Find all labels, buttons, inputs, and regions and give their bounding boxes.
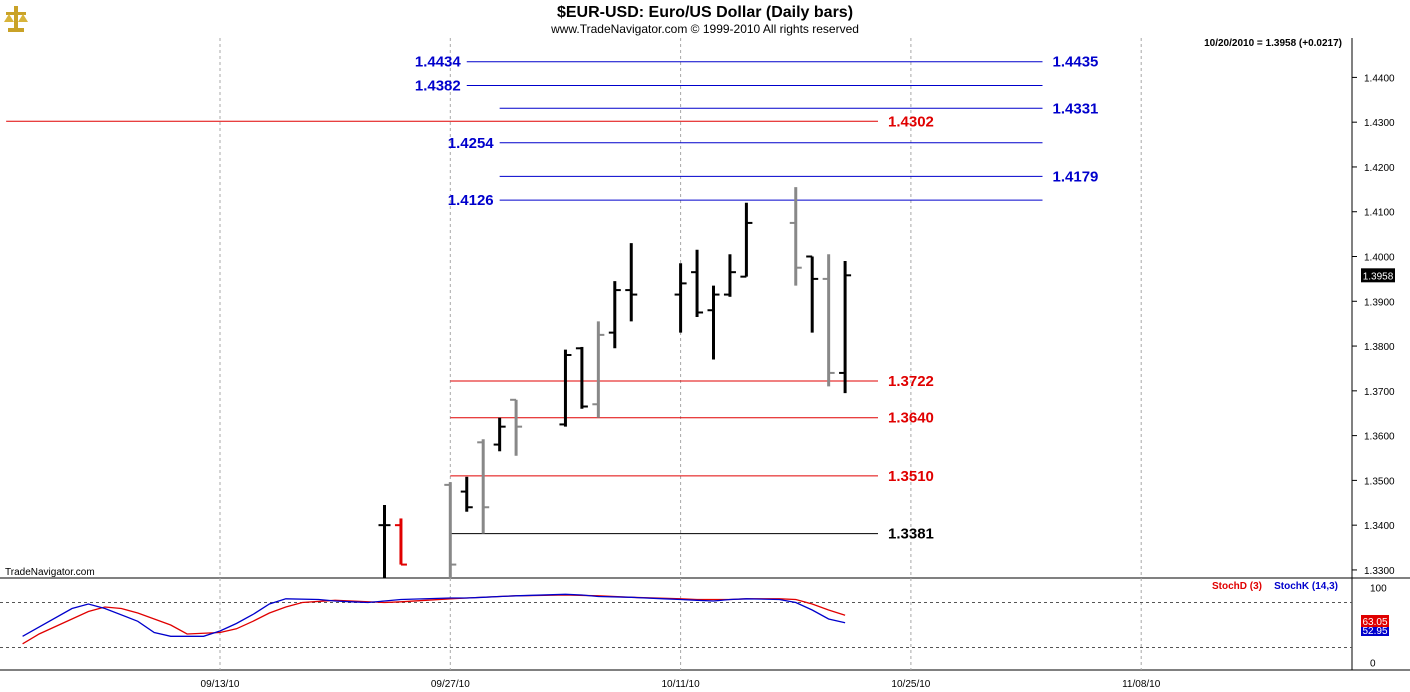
price-level-label: 1.3381 [888,526,934,543]
ohlc-bar [806,255,819,333]
ohlc-bar [822,254,835,387]
chart-title: $EUR-USD: Euro/US Dollar (Daily bars) [557,4,853,21]
price-axis-tick-label: 1.3800 [1364,342,1395,353]
scales-icon [4,6,28,32]
price-level-label: 1.4254 [448,135,495,152]
time-axis-tick-label: 10/25/10 [891,679,930,690]
price-level-label: 1.4302 [888,113,934,130]
time-axis-tick-label: 11/08/10 [1122,679,1161,690]
time-axis-tick-label: 10/11/10 [662,679,701,690]
stoch-d-legend: StochD (3) [1212,581,1262,592]
stochastic-panel: 100 0 [0,584,1387,670]
price-axis-tick-label: 1.3600 [1364,432,1395,443]
watermark: TradeNavigator.com [5,567,95,578]
ohlc-bar [460,476,473,512]
ohlc-bar [625,243,638,322]
stoch-axis-tick-label: 0 [1370,659,1376,670]
ohlc-bar [608,281,621,349]
stoch-axis-tick-label: 100 [1370,584,1387,595]
ohlc-bar [378,505,391,578]
ohlc-bar [477,439,490,534]
time-axis-tick-label: 09/13/10 [201,679,240,690]
ohlc-bar [444,482,457,578]
price-axis-tick-label: 1.4200 [1364,163,1395,174]
price-axis-tick-label: 1.3400 [1364,521,1395,532]
price-axis-tick-label: 1.4300 [1364,118,1395,129]
ohlc-bar [510,398,523,456]
ohlc-bar [493,417,506,452]
stoch-k-legend: StochK (14,3) [1274,581,1338,592]
price-axis-tick-label: 1.3900 [1364,297,1395,308]
price-levels: 1.4434 1.4435 1.4382 1.4331 1.4302 1.4254 1.41… [6,54,1098,543]
price-axis-tick-label: 1.3300 [1364,566,1395,577]
price-level-label: 1.4382 [415,77,461,94]
ohlc-bar [394,518,407,566]
ohlc-bar [723,254,736,297]
price-level-label: 1.4126 [448,192,494,209]
last-price-label: 1.3958 [1363,271,1394,282]
stoch-k-value: 52.95 [1362,626,1387,637]
price-axis: 1.3300 1.3400 1.3500 1.3600 1.3700 1.3800 1.39… [1352,73,1395,577]
time-axis: 09/13/10 09/27/10 10/11/10 10/25/10 11/08/10 [201,679,1161,690]
stoch-d-value: 63.05 [1362,617,1387,628]
price-level-label: 1.3640 [888,410,934,427]
time-axis-tick-label: 09/27/10 [431,679,470,690]
ohlc-bar [674,263,687,333]
ohlc-bar [740,202,753,278]
price-level-label: 1.4179 [1053,168,1099,185]
ohlc-bar [691,249,704,317]
ohlc-bar [575,346,588,409]
ohlc-bar [707,285,720,360]
ohlc-bar [592,321,605,418]
price-axis-tick-label: 1.4100 [1364,208,1395,219]
price-level-label: 1.3510 [888,468,934,485]
price-level-label: 1.4435 [1053,54,1099,71]
price-axis-tick-label: 1.4000 [1364,253,1395,264]
ohlc-bars [378,187,852,578]
price-level-label: 1.4331 [1053,100,1099,117]
ohlc-bar [839,260,852,394]
ohlc-bar [559,349,572,427]
price-axis-tick-label: 1.4400 [1364,73,1395,84]
price-level-label: 1.4434 [415,54,462,71]
ohlc-bar [789,187,802,286]
stoch-k-line [22,593,846,637]
last-price-badge: 1.3958 [1361,268,1395,283]
last-quote: 10/20/2010 = 1.3958 (+0.0217) [1204,38,1342,49]
price-axis-tick-label: 1.3500 [1364,476,1395,487]
chart-subtitle: www.TradeNavigator.com © 1999-2010 All r… [550,22,859,36]
price-axis-tick-label: 1.3700 [1364,387,1395,398]
price-level-label: 1.3722 [888,373,934,390]
stoch-value-badge: 52.95 63.05 [1361,615,1389,637]
